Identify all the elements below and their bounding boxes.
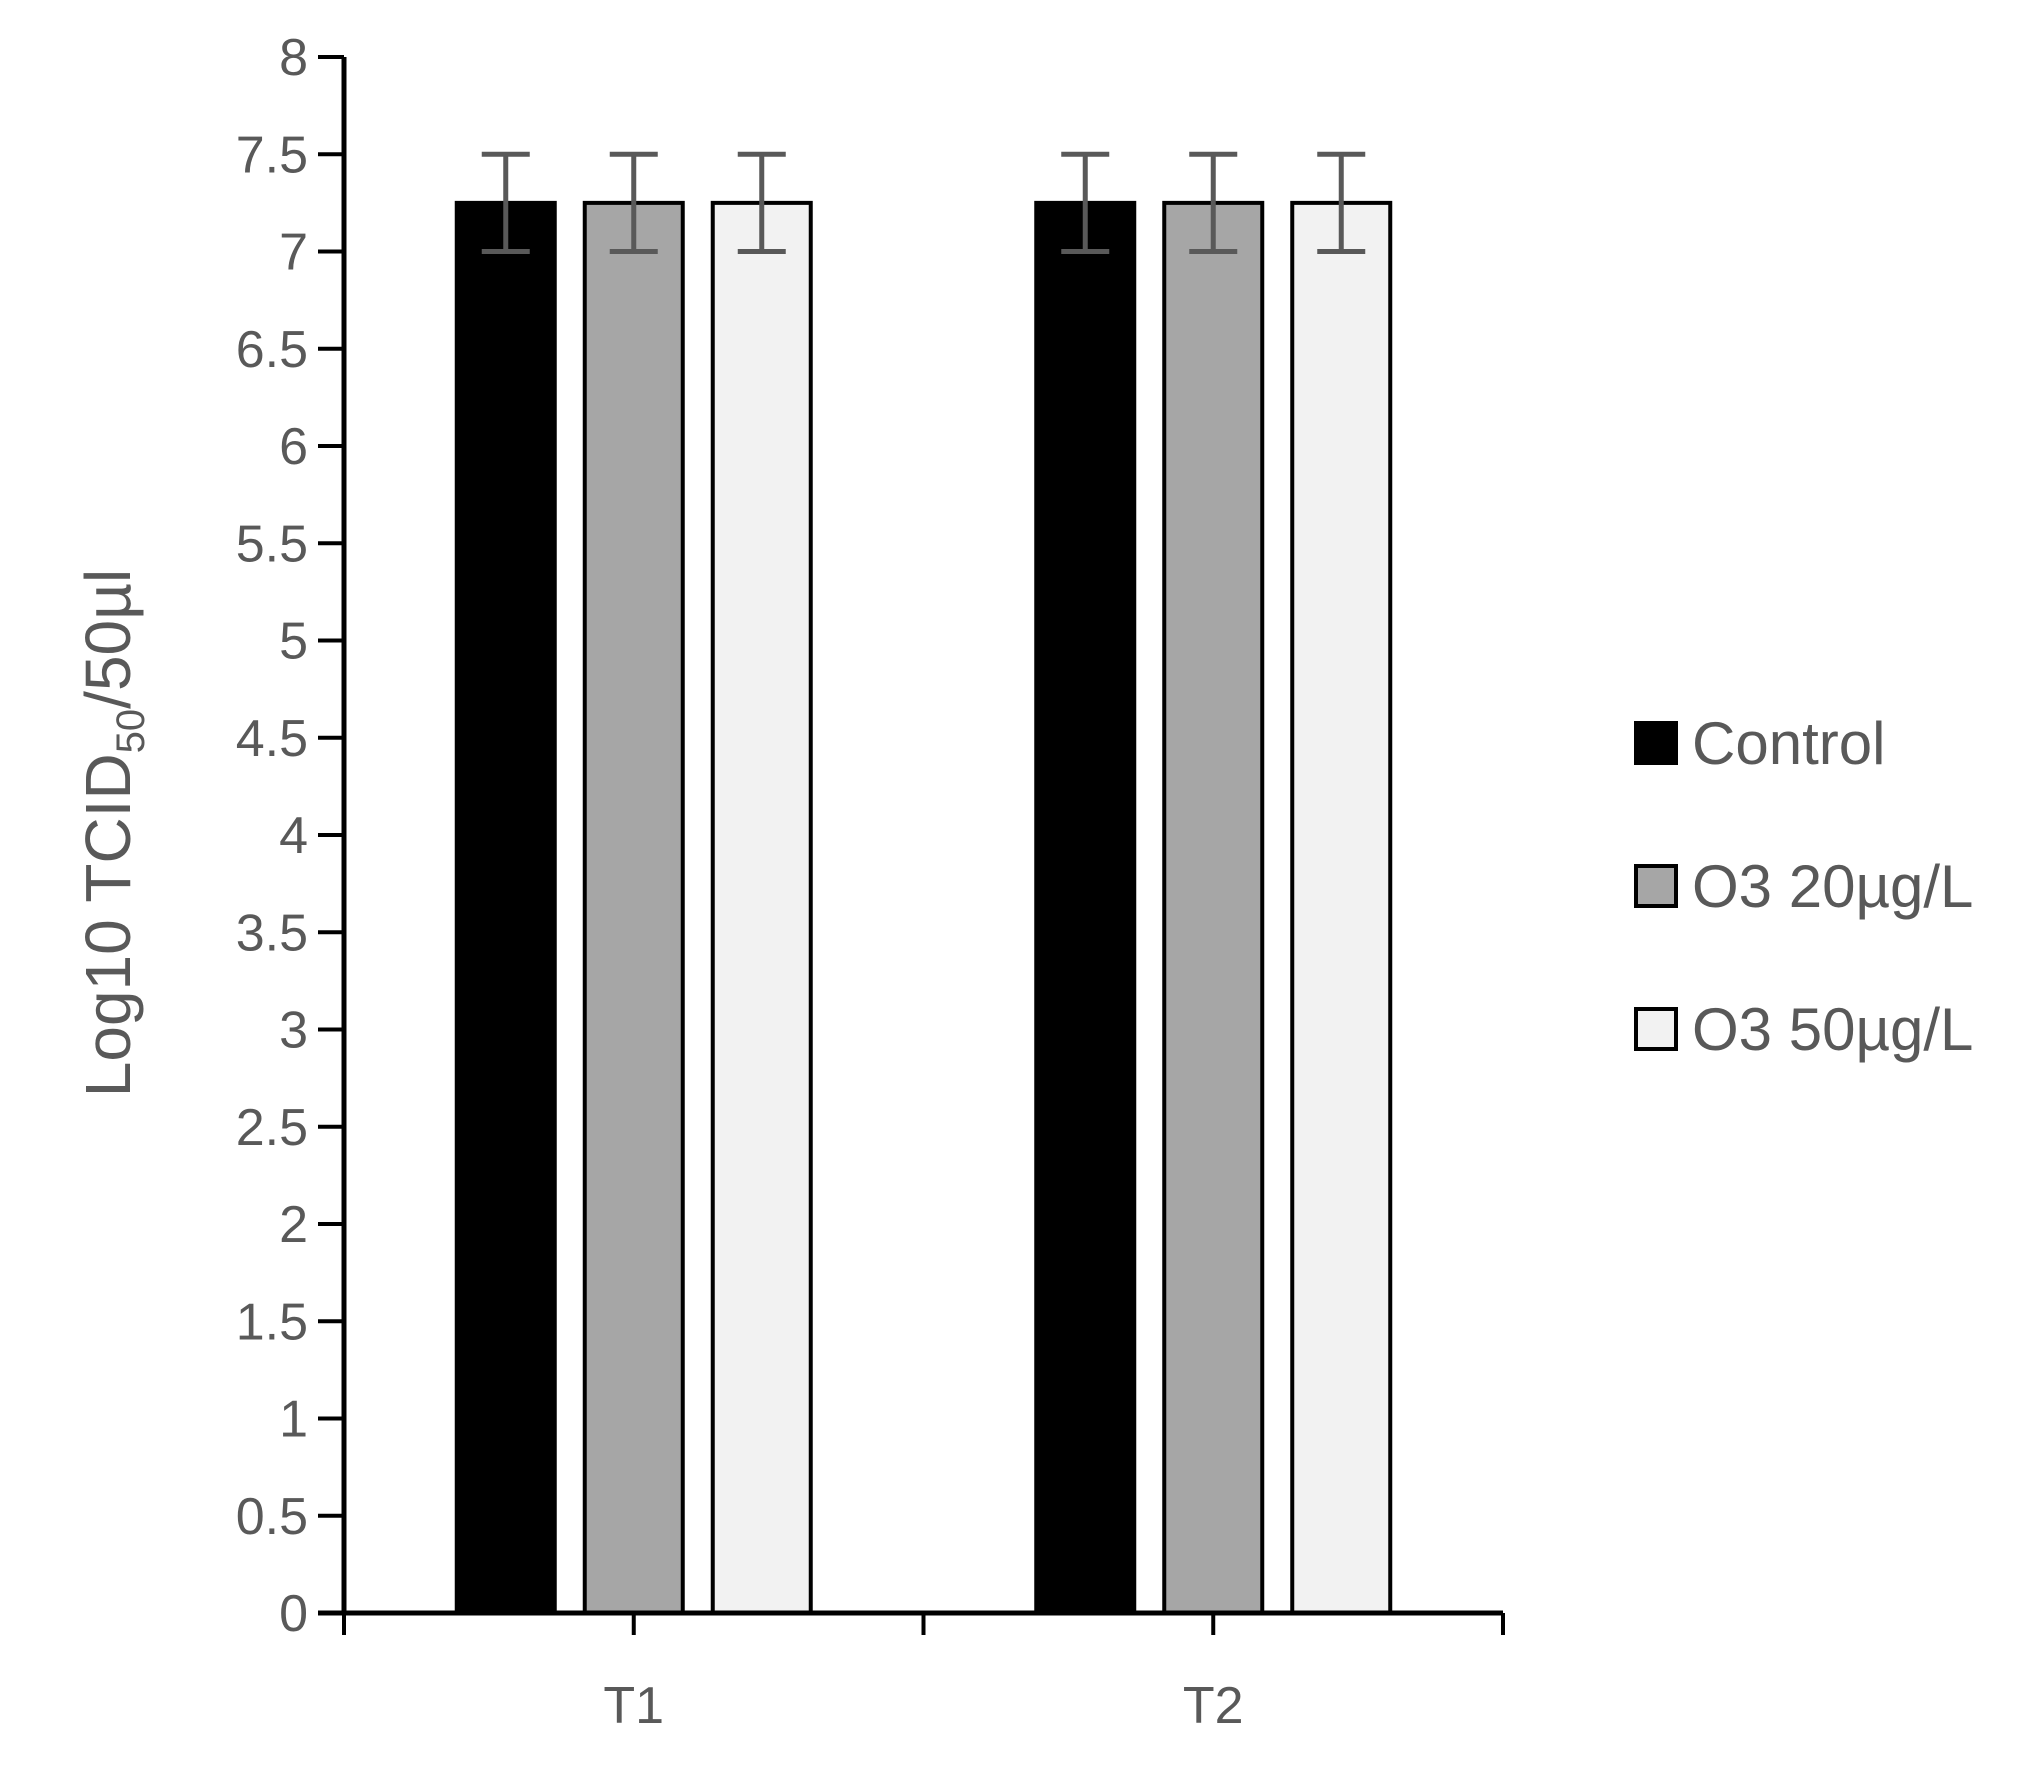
legend-label: O3 20µg/L <box>1692 853 1973 920</box>
y-tick-label: 7 <box>279 224 308 282</box>
legend: Control O3 20µg/L O3 50µg/L <box>1634 710 1973 1063</box>
legend-swatch <box>1634 1007 1678 1051</box>
y-tick-label: 5.5 <box>236 515 308 573</box>
y-tick-label: 3.5 <box>236 904 308 962</box>
y-tick-label: 7.5 <box>236 126 308 184</box>
x-tick-label: T1 <box>603 1677 664 1735</box>
y-axis-title: Log10 TCID50/50µl <box>72 569 153 1097</box>
legend-label: Control <box>1692 710 1885 777</box>
y-axis: 0 0.5 1 1.5 2 2.5 3 3.5 4 4.5 5 5.5 6 6.5 7 7.5 8 <box>236 29 347 1643</box>
plot-area <box>454 151 1393 1615</box>
y-tick-label: 0 <box>279 1585 308 1643</box>
y-tick-label: 1.5 <box>236 1293 308 1351</box>
y-tick-label: 0.5 <box>236 1488 308 1546</box>
legend-label: O3 50µg/L <box>1692 996 1973 1063</box>
bar <box>454 200 557 1615</box>
y-tick-label: 4 <box>279 807 308 865</box>
bar <box>1162 200 1265 1615</box>
x-axis: T1 T2 <box>318 1610 1505 1735</box>
legend-swatch <box>1634 864 1678 908</box>
x-tick-label: T2 <box>1183 1677 1244 1735</box>
y-axis-title-subscript: 50 <box>109 709 153 754</box>
bar <box>710 200 813 1615</box>
y-tick-label: 6.5 <box>236 321 308 379</box>
bar <box>582 200 685 1615</box>
y-tick-label: 2 <box>279 1196 308 1254</box>
legend-swatch <box>1634 721 1678 765</box>
y-tick-label: 5 <box>279 613 308 671</box>
y-axis-title-main: Log10 TCID <box>72 753 144 1097</box>
y-axis-title-suffix: /50µl <box>72 569 144 709</box>
y-tick-label: 2.5 <box>236 1099 308 1157</box>
y-tick-label: 6 <box>279 418 308 476</box>
y-tick-label: 4.5 <box>236 710 308 768</box>
bar <box>1034 200 1137 1615</box>
y-tick-label: 1 <box>279 1391 308 1449</box>
bar <box>1290 200 1393 1615</box>
y-tick-label: 3 <box>279 1002 308 1060</box>
y-tick-label: 8 <box>279 29 308 87</box>
